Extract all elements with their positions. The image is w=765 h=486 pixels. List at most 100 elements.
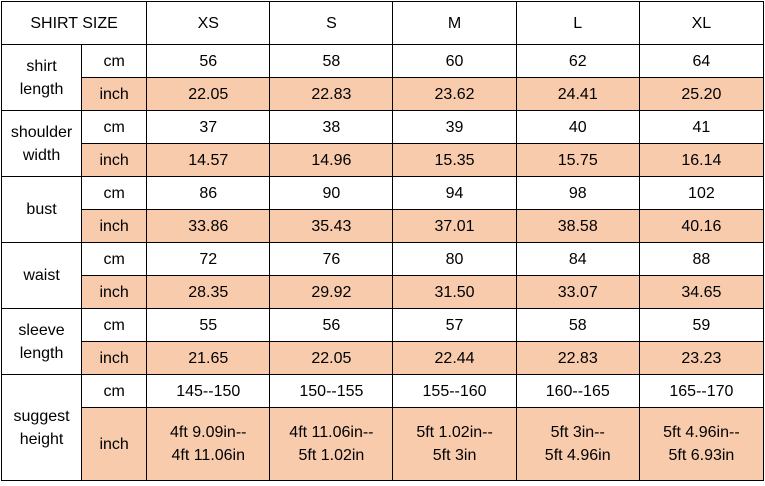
measure-row: bust cm 86 90 94 98 102 [0, 176, 765, 243]
size-value: 15.35 [392, 143, 517, 177]
unit-label: inch [81, 77, 148, 111]
unit-label: cm [81, 44, 148, 78]
measure-label: waist [0, 242, 83, 309]
measure-row: inch 21.65 22.05 22.44 22.83 23.23 [2, 341, 765, 375]
unit-label: cm [81, 308, 148, 342]
size-value: 59 [638, 308, 765, 342]
size-value: 165--170 [638, 374, 765, 408]
unit-label: inch [81, 341, 148, 375]
size-value: 58 [269, 44, 394, 78]
size-value: 64 [638, 44, 765, 78]
measure-label: sleeve length [0, 308, 83, 375]
size-value: 155--160 [392, 374, 517, 408]
size-value: 72 [146, 242, 271, 276]
size-value: 4ft 11.06in-- 5ft 1.02in [269, 407, 394, 481]
measure-row: inch 33.86 35.43 37.01 38.58 40.16 [2, 209, 765, 243]
unit-label: inch [81, 209, 148, 243]
measure-row: sleeve length cm 55 56 57 58 59 [0, 308, 765, 375]
size-value: 38.58 [515, 209, 640, 243]
size-value: 38 [269, 110, 394, 144]
size-value: 150--155 [269, 374, 394, 408]
size-value: 23.62 [392, 77, 517, 111]
unit-label: cm [81, 242, 148, 276]
size-value: 86 [146, 176, 271, 210]
size-header: XS [146, 1, 271, 45]
measure-row: inch 28.35 29.92 31.50 33.07 34.65 [2, 275, 765, 309]
size-value: 80 [392, 242, 517, 276]
size-value: 14.96 [269, 143, 394, 177]
size-value: 21.65 [146, 341, 271, 375]
header-row: SHIRT SIZE XS S M L XL [0, 1, 765, 45]
measure-row: waist cm 72 76 80 84 88 [0, 242, 765, 309]
measure-row: inch 22.05 22.83 23.62 24.41 25.20 [2, 77, 765, 111]
size-header: S [269, 1, 394, 45]
size-value: 5ft 1.02in-- 5ft 3in [392, 407, 517, 481]
size-value: 22.44 [392, 341, 517, 375]
size-value: 28.35 [146, 275, 271, 309]
size-value: 37.01 [392, 209, 517, 243]
unit-label: inch [81, 143, 148, 177]
size-value: 56 [269, 308, 394, 342]
size-value: 94 [392, 176, 517, 210]
size-value: 62 [515, 44, 640, 78]
unit-label: cm [81, 176, 148, 210]
size-value: 76 [269, 242, 394, 276]
measure-label: shoulder width [0, 110, 83, 177]
size-value: 16.14 [638, 143, 765, 177]
size-header: M [392, 1, 517, 45]
measure-row: shoulder width cm 37 38 39 40 41 [0, 110, 765, 177]
size-value: 22.05 [269, 341, 394, 375]
size-value: 4ft 9.09in-- 4ft 11.06in [146, 407, 271, 481]
size-value: 35.43 [269, 209, 394, 243]
size-value: 22.05 [146, 77, 271, 111]
size-value: 37 [146, 110, 271, 144]
size-value: 160--165 [515, 374, 640, 408]
size-header: L [515, 1, 640, 45]
size-value: 24.41 [515, 77, 640, 111]
size-value: 34.65 [638, 275, 765, 309]
measure-row: suggest height cm 145--150 150--155 155--160… [0, 374, 765, 481]
size-value: 22.83 [515, 341, 640, 375]
unit-label: inch [81, 407, 148, 481]
size-value: 56 [146, 44, 271, 78]
unit-label: cm [81, 110, 148, 144]
size-value: 40 [515, 110, 640, 144]
measure-row: shirt length cm 56 58 60 62 64 [0, 44, 765, 111]
size-value: 98 [515, 176, 640, 210]
measure-label: suggest height [0, 374, 83, 481]
measure-label: shirt length [0, 44, 83, 111]
size-value: 41 [638, 110, 765, 144]
unit-label: inch [81, 275, 148, 309]
size-value: 90 [269, 176, 394, 210]
unit-label: cm [81, 374, 148, 408]
size-value: 14.57 [146, 143, 271, 177]
size-value: 84 [515, 242, 640, 276]
measure-row: inch 14.57 14.96 15.35 15.75 16.14 [2, 143, 765, 177]
size-header: XL [638, 1, 765, 45]
size-value: 23.23 [638, 341, 765, 375]
size-value: 58 [515, 308, 640, 342]
size-value: 31.50 [392, 275, 517, 309]
size-value: 25.20 [638, 77, 765, 111]
size-value: 55 [146, 308, 271, 342]
size-value: 29.92 [269, 275, 394, 309]
size-value: 60 [392, 44, 517, 78]
size-value: 33.86 [146, 209, 271, 243]
measure-row: inch 4ft 9.09in-- 4ft 11.06in 4ft 11.06in-… [2, 407, 765, 481]
size-value: 40.16 [638, 209, 765, 243]
measure-label: bust [0, 176, 83, 243]
size-value: 33.07 [515, 275, 640, 309]
size-value: 15.75 [515, 143, 640, 177]
header-title: SHIRT SIZE [0, 1, 148, 45]
size-value: 145--150 [146, 374, 271, 408]
size-value: 5ft 4.96in-- 5ft 6.93in [638, 407, 765, 481]
size-value: 5ft 3in-- 5ft 4.96in [515, 407, 640, 481]
size-value: 39 [392, 110, 517, 144]
size-value: 88 [638, 242, 765, 276]
size-value: 57 [392, 308, 517, 342]
size-value: 22.83 [269, 77, 394, 111]
size-value: 102 [638, 176, 765, 210]
